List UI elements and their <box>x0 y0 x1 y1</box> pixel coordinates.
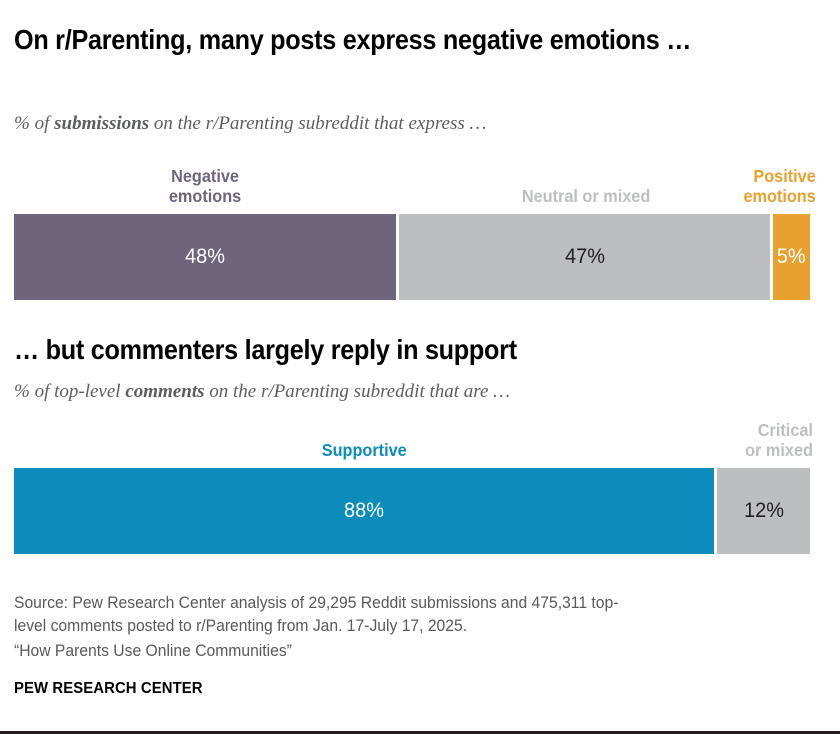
subtitle-emphasis-comments: comments <box>125 381 205 402</box>
category-label-neutral-or-mixed: Neutral or mixed <box>521 186 651 207</box>
bar-value-critical-or-mixed: 12% <box>743 499 784 522</box>
bottom-divider <box>0 731 840 734</box>
page-title-comments: … but commenters largely reply in suppor… <box>14 334 517 365</box>
organization-name: PEW RESEARCH CENTER <box>14 680 203 697</box>
category-labels-submissions: Negative emotions Neutral or mixed Posit… <box>14 159 816 207</box>
category-label-negative-emotions: Negative emotions <box>168 165 242 207</box>
page-title-submissions: On r/Parenting, many posts express negat… <box>14 24 692 55</box>
bar-value-neutral-or-mixed: 47% <box>564 245 605 268</box>
bar-value-supportive: 88% <box>344 499 385 522</box>
source-line-2: level comments posted to r/Parenting fro… <box>14 617 468 636</box>
source-line-1: Source: Pew Research Center analysis of … <box>14 594 619 612</box>
bar-value-positive-emotions: 5% <box>777 245 807 268</box>
bar-segment-supportive: 88% <box>14 468 715 554</box>
bar-segment-positive-emotions: 5% <box>770 214 810 300</box>
source-note: Source: Pew Research Center analysis of … <box>14 592 766 663</box>
chart-subtitle-submissions: % of submissions on the r/Parenting subr… <box>14 113 814 136</box>
category-labels-comments: Supportive Critical or mixed <box>14 413 813 461</box>
bar-segment-neutral-or-mixed: 47% <box>396 214 771 300</box>
subtitle-emphasis: submissions <box>54 113 150 134</box>
category-label-critical-or-mixed: Critical or mixed <box>745 419 813 461</box>
bar-segment-critical-or-mixed: 12% <box>714 468 810 554</box>
chart-subtitle-comments: % of top-level comments on the r/Parenti… <box>14 381 814 404</box>
category-label-positive-emotions: Positive emotions <box>743 165 816 207</box>
bar-segment-negative-emotions: 48% <box>14 214 397 300</box>
category-label-supportive: Supportive <box>321 440 407 461</box>
subtitle-suffix-comments: on the r/Parenting subreddit that are … <box>204 381 511 402</box>
bar-value-negative-emotions: 48% <box>185 245 225 268</box>
stacked-bar-submissions: 48% 47% 5% <box>14 214 810 300</box>
subtitle-prefix-comments: % of top-level <box>14 381 126 402</box>
subtitle-prefix: % of <box>14 113 55 134</box>
report-title: “How Parents Use Online Communities” <box>14 641 292 660</box>
subtitle-suffix: on the r/Parenting subreddit that expres… <box>149 113 487 134</box>
stacked-bar-comments: 88% 12% <box>14 468 810 554</box>
